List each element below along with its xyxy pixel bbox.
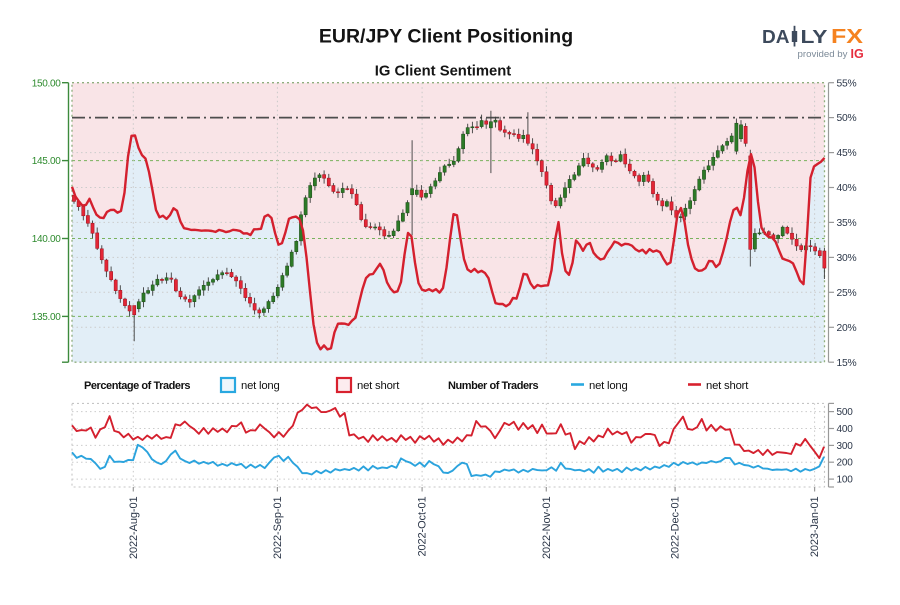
- svg-text:IG Client Sentiment: IG Client Sentiment: [375, 64, 512, 80]
- svg-text:FX: FX: [831, 26, 864, 48]
- svg-text:35%: 35%: [837, 218, 857, 229]
- svg-text:145.00: 145.00: [32, 156, 62, 167]
- svg-text:IG: IG: [851, 47, 864, 61]
- svg-text:400: 400: [837, 424, 854, 435]
- svg-text:2022-Sep-01: 2022-Sep-01: [272, 497, 284, 560]
- svg-text:100: 100: [837, 475, 854, 486]
- svg-text:200: 200: [837, 458, 854, 469]
- svg-text:2022-Nov-01: 2022-Nov-01: [541, 497, 553, 560]
- svg-text:LY: LY: [801, 27, 828, 47]
- svg-text:500: 500: [837, 407, 854, 418]
- svg-text:2022-Oct-01: 2022-Oct-01: [417, 497, 429, 557]
- svg-text:25%: 25%: [837, 288, 857, 299]
- svg-text:140.00: 140.00: [32, 234, 62, 245]
- svg-text:EUR/JPY Client Positioning: EUR/JPY Client Positioning: [319, 26, 573, 48]
- svg-text:45%: 45%: [837, 148, 857, 159]
- svg-text:300: 300: [837, 441, 854, 452]
- svg-text:provided by: provided by: [798, 49, 849, 59]
- svg-text:55%: 55%: [837, 78, 857, 89]
- svg-text:2022-Dec-01: 2022-Dec-01: [670, 497, 682, 560]
- svg-text:40%: 40%: [837, 183, 857, 194]
- svg-text:net short: net short: [357, 380, 400, 392]
- svg-text:30%: 30%: [837, 253, 857, 264]
- svg-text:2022-Aug-01: 2022-Aug-01: [128, 497, 140, 560]
- svg-text:50%: 50%: [837, 113, 857, 124]
- svg-text:net short: net short: [706, 380, 749, 392]
- svg-text:2023-Jan-01: 2023-Jan-01: [809, 497, 821, 558]
- svg-text:Number of Traders: Number of Traders: [448, 380, 538, 392]
- svg-text:20%: 20%: [837, 323, 857, 334]
- svg-text:Percentage of Traders: Percentage of Traders: [84, 380, 190, 392]
- svg-text:net long: net long: [589, 380, 628, 392]
- svg-text:15%: 15%: [837, 358, 857, 369]
- svg-text:135.00: 135.00: [32, 312, 62, 323]
- svg-text:150.00: 150.00: [32, 78, 62, 89]
- svg-text:net long: net long: [241, 380, 280, 392]
- svg-text:DA: DA: [762, 27, 790, 47]
